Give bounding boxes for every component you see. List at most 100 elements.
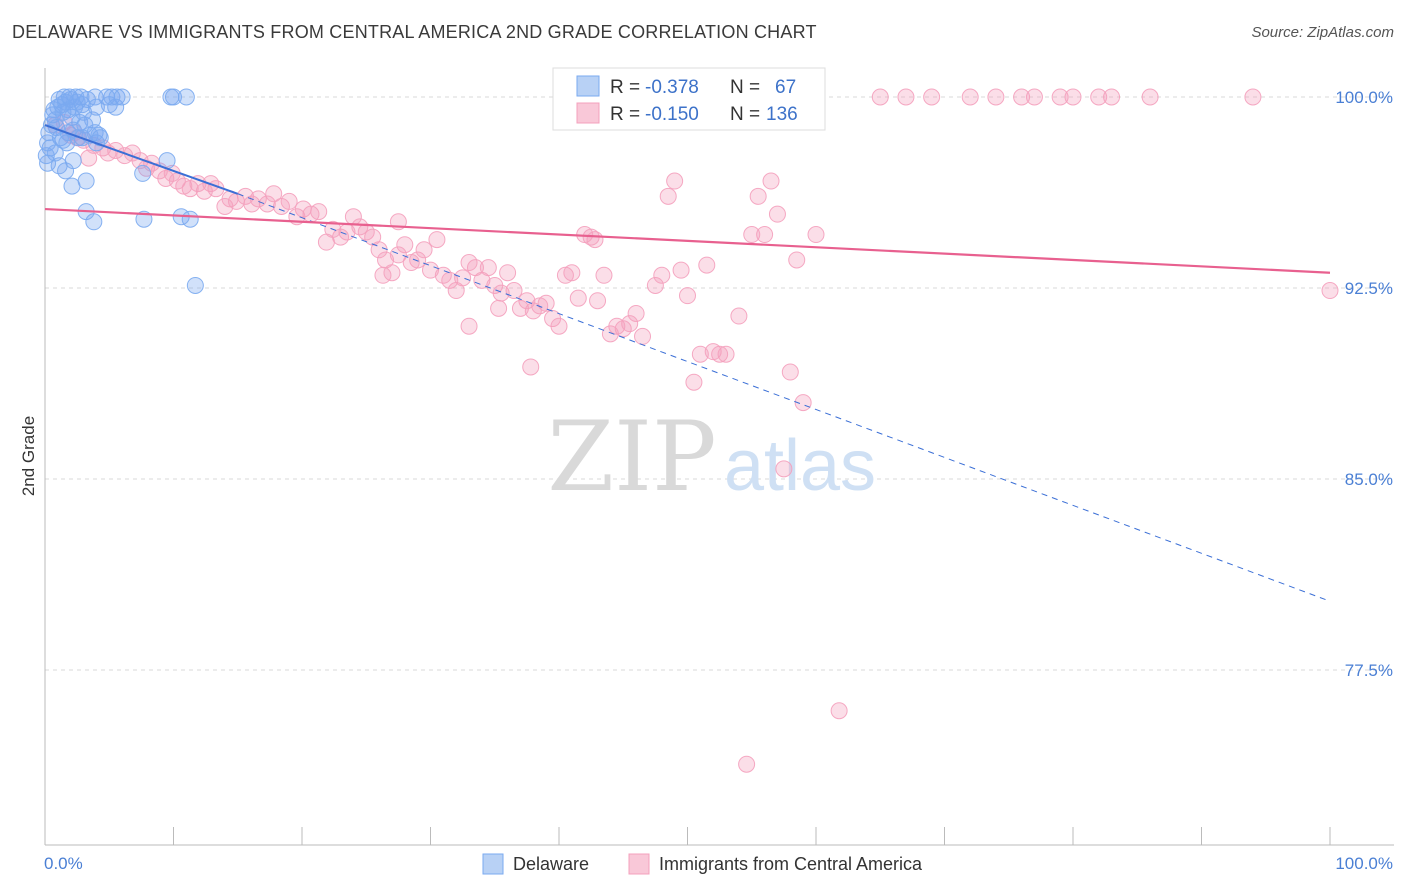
immigrants-point <box>518 292 536 310</box>
immigrants-point <box>743 226 761 244</box>
chart-title: DELAWARE VS IMMIGRANTS FROM CENTRAL AMER… <box>12 22 817 42</box>
immigrants-point <box>807 226 825 244</box>
immigrants-point <box>634 327 652 345</box>
immigrants-point <box>756 226 774 244</box>
legend-r-value-2: -0.150 <box>645 104 699 125</box>
bottom-legend-swatch-delaware <box>482 853 504 875</box>
legend-swatch-pink <box>576 102 600 124</box>
immigrants-point <box>490 299 508 317</box>
immigrants-point <box>586 231 604 249</box>
trend-lines <box>44 124 1331 602</box>
immigrants-point <box>698 256 716 274</box>
legend-n-value-2: 136 <box>766 104 798 125</box>
immigrants-point <box>775 460 793 478</box>
immigrants-point <box>595 266 613 284</box>
legend-r-value-1: -0.378 <box>645 77 699 98</box>
delaware-point <box>46 144 64 162</box>
immigrants-point <box>563 264 581 282</box>
immigrants-point <box>454 269 472 287</box>
delaware-trend-extension <box>237 193 1331 602</box>
immigrants-point <box>1064 88 1082 106</box>
immigrants-point <box>762 172 780 190</box>
immigrants-point <box>522 358 540 376</box>
delaware-point <box>63 177 81 195</box>
watermark: ZIP atlas <box>547 401 876 513</box>
x-tick-label-min: 0.0% <box>44 854 83 873</box>
y-axis-label: 2nd Grade <box>19 416 38 496</box>
immigrants-point <box>627 304 645 322</box>
x-tick-labels: 0.0% 100.0% <box>44 854 1393 873</box>
y-tick-label: 77.5% <box>1345 661 1393 680</box>
immigrants-point <box>258 195 276 213</box>
immigrants-point <box>589 292 607 310</box>
immigrants-point <box>717 345 735 363</box>
immigrants-point <box>897 88 915 106</box>
x-tick-label-max: 100.0% <box>1335 854 1393 873</box>
immigrants-point <box>415 241 433 259</box>
immigrants-point <box>550 317 568 335</box>
immigrants-point <box>730 307 748 325</box>
y-tick-label: 85.0% <box>1345 470 1393 489</box>
delaware-point <box>87 98 105 116</box>
delaware-point <box>108 88 126 106</box>
immigrants-point <box>738 755 756 773</box>
y-tick-label: 92.5% <box>1345 279 1393 298</box>
immigrants-point <box>479 259 497 277</box>
immigrants-point <box>1090 88 1108 106</box>
immigrants-point <box>374 266 392 284</box>
y-tick-labels: 100.0% 92.5% 85.0% 77.5% <box>1335 88 1393 680</box>
immigrants-point <box>788 251 806 269</box>
axes <box>44 68 1394 846</box>
immigrants-point <box>460 317 478 335</box>
immigrants-point <box>409 251 427 269</box>
watermark-atlas: atlas <box>724 426 876 506</box>
immigrants-point <box>923 88 941 106</box>
immigrants-point <box>987 88 1005 106</box>
immigrants-point <box>830 702 848 720</box>
immigrants-point <box>389 246 407 264</box>
delaware-point <box>64 152 82 170</box>
grid-lines <box>45 96 1390 671</box>
legend-n-label-2: N = <box>730 104 760 125</box>
immigrants-point <box>672 261 690 279</box>
immigrants-point <box>691 345 709 363</box>
immigrants-point <box>711 345 729 363</box>
immigrants-point <box>280 192 298 210</box>
bottom-legend-immigrants: Immigrants from Central America <box>659 854 923 874</box>
delaware-point <box>177 88 195 106</box>
y-tick-label: 100.0% <box>1335 88 1393 107</box>
immigrants-point <box>781 363 799 381</box>
immigrants-point <box>537 294 555 312</box>
legend-swatch-blue <box>576 75 600 97</box>
immigrants-trend-line <box>44 207 1331 274</box>
immigrants-point <box>265 185 283 203</box>
immigrants-point <box>396 236 414 254</box>
delaware-point <box>186 276 204 294</box>
immigrants-point <box>659 187 677 205</box>
immigrants-point <box>1103 88 1121 106</box>
delaware-point <box>181 210 199 228</box>
delaware-point <box>85 213 103 231</box>
immigrants-point <box>1141 88 1159 106</box>
immigrants-point <box>569 289 587 307</box>
immigrants-point <box>1244 88 1262 106</box>
immigrants-point <box>768 205 786 223</box>
delaware-point <box>165 88 182 106</box>
immigrants-point <box>428 231 446 249</box>
delaware-point <box>103 88 121 106</box>
immigrants-point <box>679 287 696 305</box>
bottom-legend: Delaware Immigrants from Central America <box>482 853 923 875</box>
points-layer <box>37 88 1339 773</box>
inset-legend: R = -0.378 N = 67 R = -0.150 N = 136 <box>552 67 826 131</box>
immigrants-point <box>685 373 703 391</box>
legend-r-label-1: R = <box>610 77 640 98</box>
immigrants-point <box>1025 88 1043 106</box>
immigrants-point <box>646 276 664 294</box>
legend-n-label-1: N = <box>730 77 760 98</box>
immigrants-point <box>749 187 767 205</box>
immigrants-point <box>441 271 459 289</box>
immigrants-point <box>1321 282 1339 300</box>
immigrants-point <box>871 88 889 106</box>
immigrants-point <box>653 266 671 284</box>
